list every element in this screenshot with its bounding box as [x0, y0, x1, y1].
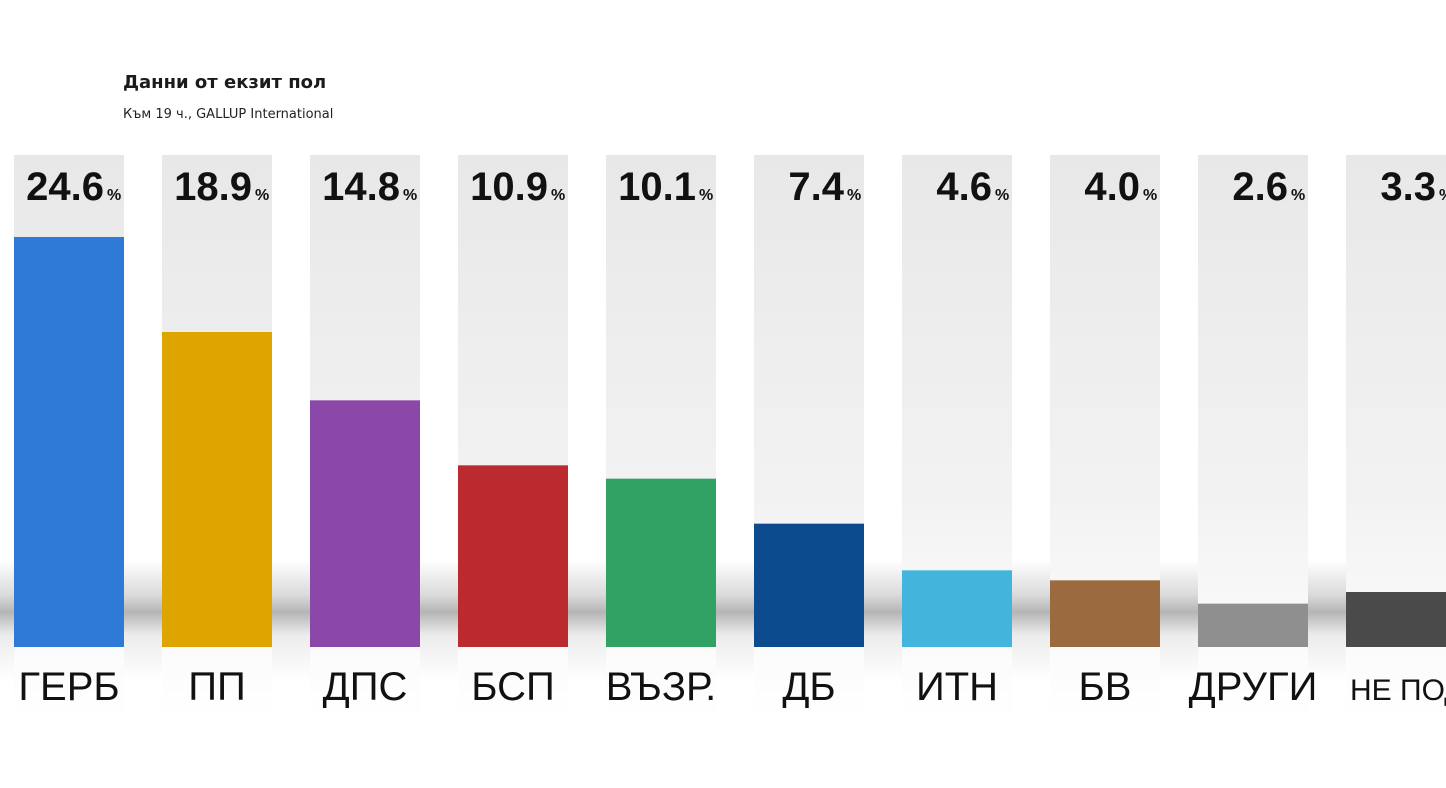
bar-10-category-label: НЕ ПОДК — [1350, 674, 1446, 707]
bar-1 — [14, 237, 124, 647]
bar-2-category-label: ПП — [188, 665, 246, 709]
bar-10-value-label: 3.3 — [1380, 165, 1436, 209]
bar-2-unit-label: % — [255, 187, 269, 204]
bar-7-category-label: ИТН — [916, 665, 998, 709]
bar-5-value-label: 10.1 — [618, 165, 696, 209]
bar-7-unit-label: % — [995, 187, 1009, 204]
bar-2 — [162, 332, 272, 647]
bar-7-value-label: 4.6 — [936, 165, 992, 209]
bar-3-value-label: 14.8 — [322, 165, 400, 209]
bar-6 — [754, 523, 864, 647]
bar-8-category-label: БВ — [1079, 665, 1132, 709]
bar-6-category-label: ДБ — [782, 665, 835, 709]
bar-9-unit-label: % — [1291, 187, 1305, 204]
bar-1-category-label: ГЕРБ — [18, 665, 119, 709]
bar-4 — [458, 465, 568, 647]
bar-4-value-label: 10.9 — [470, 165, 548, 209]
bar-6-value-label: 7.4 — [788, 165, 844, 209]
bar-8 — [1050, 580, 1160, 647]
chart-subtitle: Към 19 ч., GALLUP International — [123, 107, 334, 122]
bar-9 — [1198, 603, 1308, 647]
bar-3 — [310, 400, 420, 647]
bar-8-unit-label: % — [1143, 187, 1157, 204]
bar-4-category-label: БСП — [471, 665, 554, 709]
bar-6-unit-label: % — [847, 187, 861, 204]
chart-title: Данни от екзит пол — [123, 72, 327, 93]
bar-5 — [606, 478, 716, 647]
bar-2-value-label: 18.9 — [174, 165, 252, 209]
bar-10 — [1346, 592, 1446, 647]
bar-1-unit-label: % — [107, 187, 121, 204]
bar-10-unit-label: % — [1439, 187, 1446, 204]
bar-3-category-label: ДПС — [323, 665, 408, 709]
bar-7 — [902, 570, 1012, 647]
bar-3-unit-label: % — [403, 187, 417, 204]
bar-8-value-label: 4.0 — [1084, 165, 1140, 209]
bar-4-unit-label: % — [551, 187, 565, 204]
bar-1-value-label: 24.6 — [26, 165, 104, 209]
bar-5-category-label: ВЪЗР. — [606, 665, 717, 709]
bar-9-category-label: ДРУГИ — [1189, 665, 1318, 709]
bar-9-value-label: 2.6 — [1232, 165, 1288, 209]
bar-5-unit-label: % — [699, 187, 713, 204]
